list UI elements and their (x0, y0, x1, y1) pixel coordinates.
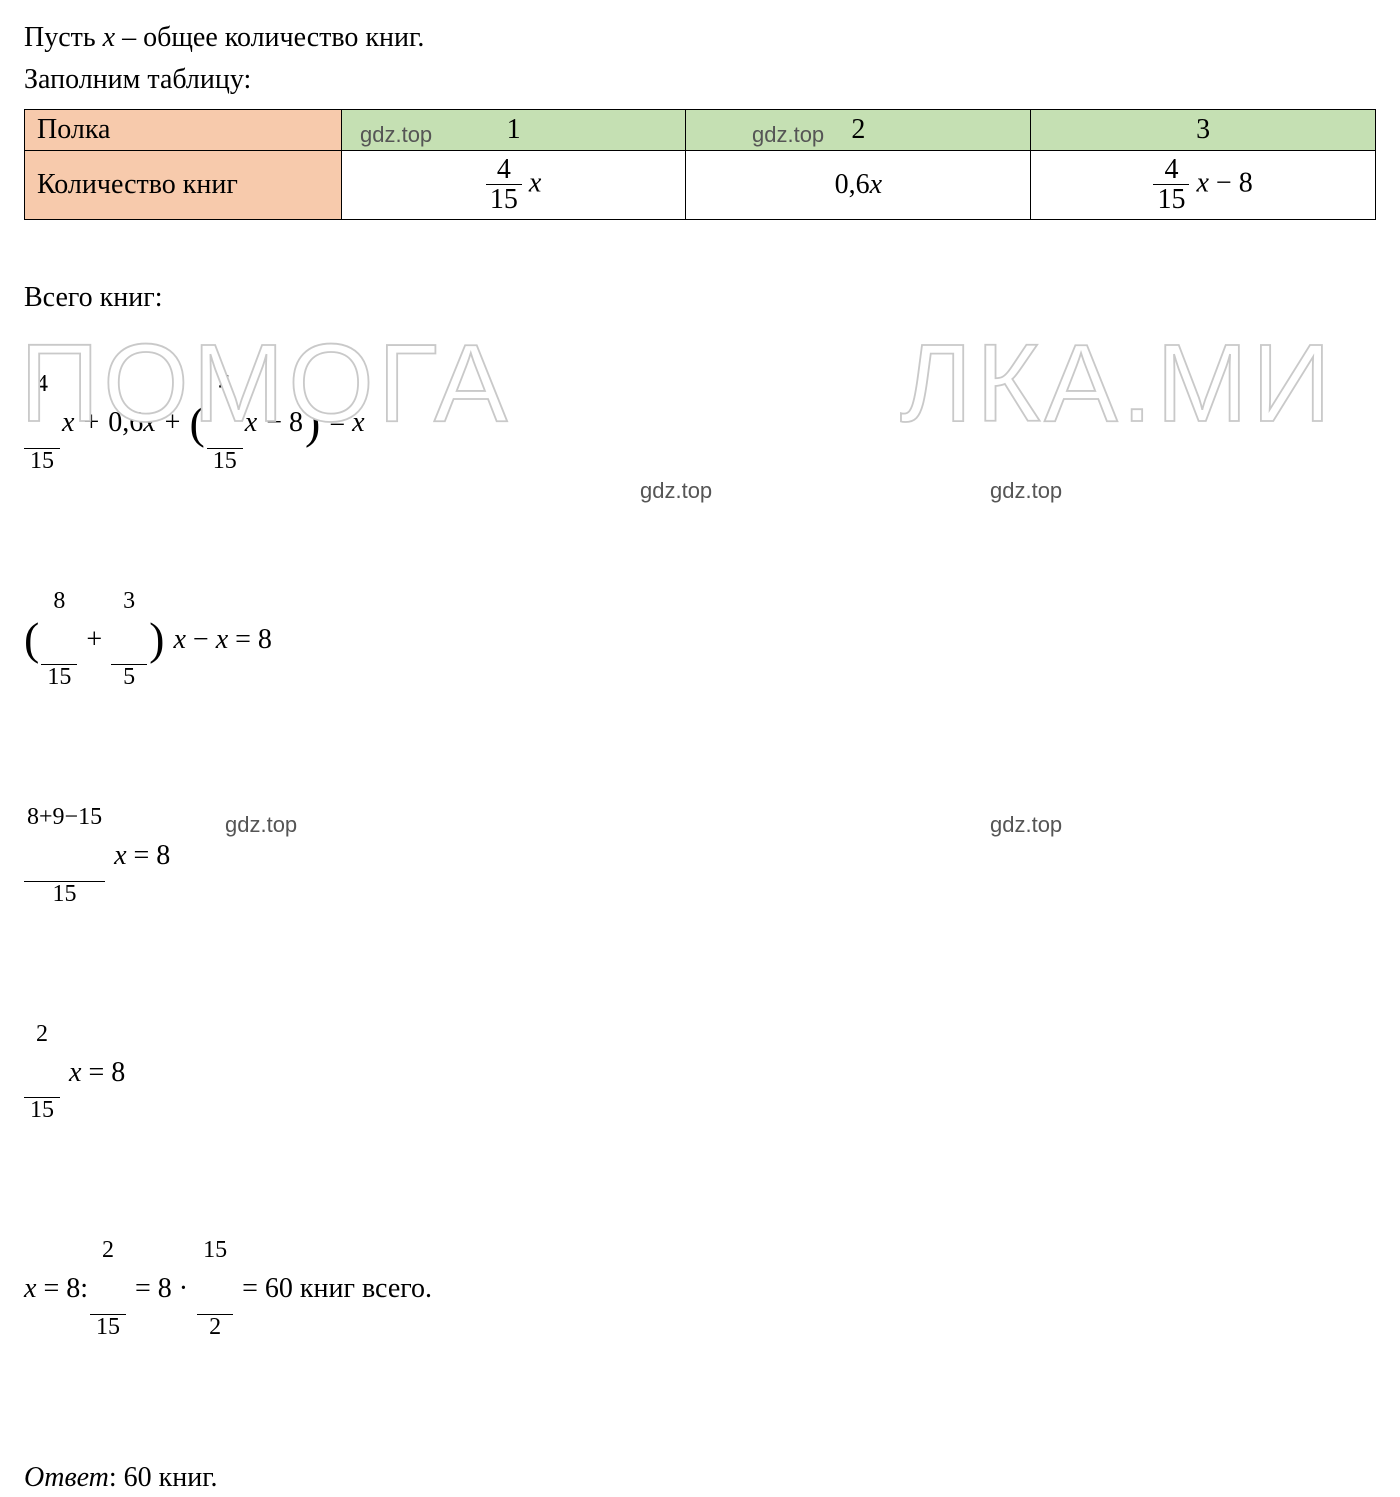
tail: x − x = 8 (166, 624, 271, 656)
equation-1: 4 15 x + 0,6x + ( 4 15 x − 8 ) = x (24, 322, 1376, 525)
frac-den: 15 (24, 448, 60, 474)
equation-4: 2 15 x = 8 (24, 971, 1376, 1174)
table-col-header-2: 2 (686, 109, 1031, 150)
frac-num: 2 (90, 1238, 126, 1263)
paren-close: ) (305, 405, 320, 442)
table-header-row: Полка 1 2 3 (25, 109, 1376, 150)
answer-line: Ответ: 60 книг. (24, 1460, 1376, 1496)
frac-den: 2 (197, 1314, 233, 1340)
table-col-header-3: 3 (1031, 109, 1376, 150)
intro-line-1: Пусть x – общее количество книг. (24, 20, 1376, 56)
frac-den: 15 (1153, 184, 1189, 214)
op-plus: + (158, 407, 188, 439)
var: x (245, 407, 257, 439)
tail: = 60 книг всего. (235, 1273, 432, 1305)
paren-close: ) (149, 621, 164, 658)
fraction: 2 15 (90, 1188, 126, 1391)
term: 0,6x (108, 407, 155, 439)
fraction: 8+9−15 15 (24, 755, 105, 958)
var: x (870, 169, 882, 200)
table-col-header-1: 1 (341, 109, 686, 150)
frac-num: 15 (197, 1238, 233, 1263)
frac-den: 15 (41, 664, 77, 690)
math-block: Всего книг: 4 15 x + 0,6x + ( 4 15 x − 8… (24, 280, 1376, 1391)
fraction: 8 15 (41, 538, 77, 741)
frac-num: 4 (24, 372, 60, 397)
frac-den: 15 (207, 448, 243, 474)
intro-var: x (103, 22, 115, 53)
intro-line-2: Заполним таблицу: (24, 62, 1376, 98)
frac-num: 2 (24, 1022, 60, 1047)
frac-den: 15 (486, 184, 522, 214)
lead: x = 8: (24, 1273, 88, 1305)
fraction: 2 15 (24, 971, 60, 1174)
frac-num: 4 (207, 372, 243, 397)
equation-2: ( 8 15 + 3 5 ) x − x = 8 (24, 538, 1376, 741)
table-cell-3: 4 15 x − 8 (1031, 150, 1376, 219)
frac-den: 5 (111, 664, 147, 690)
op-plus: + (79, 624, 109, 656)
fraction: 4 15 (486, 155, 522, 215)
table-row-header-1: Полка (25, 109, 342, 150)
intro-post: – общее количество книг. (115, 22, 424, 53)
var: x (529, 167, 541, 198)
answer-text: : 60 книг. (109, 1462, 218, 1493)
data-table: Полка 1 2 3 Количество книг 4 15 x 0,6x … (24, 109, 1376, 220)
tail: − 8 (1209, 167, 1253, 198)
var: x (62, 407, 74, 439)
table-cell-2: 0,6x (686, 150, 1031, 219)
op-plus: + (76, 407, 106, 439)
equation-5: x = 8: 2 15 = 8 · 15 2 = 60 книг всего. (24, 1188, 1376, 1391)
fraction: 4 15 (1153, 155, 1189, 215)
table-row-header-2: Количество книг (25, 150, 342, 219)
fraction: 4 15 (207, 322, 243, 525)
tail: x = 8 (62, 1057, 125, 1089)
mid: = 8 · (128, 1273, 195, 1305)
rhs: = x (322, 407, 364, 439)
tail: x = 8 (107, 840, 170, 872)
fraction: 4 15 (24, 322, 60, 525)
frac-den: 15 (24, 1097, 60, 1123)
answer-label: Ответ (24, 1462, 109, 1493)
var: x (1196, 167, 1208, 198)
equation-3: 8+9−15 15 x = 8 (24, 755, 1376, 958)
frac-den: 15 (90, 1314, 126, 1340)
frac-num: 8+9−15 (24, 805, 105, 830)
paren-open: ( (189, 405, 204, 442)
fraction: 3 5 (111, 538, 147, 741)
intro-pre: Пусть (24, 22, 103, 53)
frac-num: 4 (486, 155, 522, 184)
cell-val: 0,6x (835, 169, 882, 200)
frac-num: 3 (111, 589, 147, 614)
num-part: 0,6 (835, 169, 870, 200)
fraction: 15 2 (197, 1188, 233, 1391)
frac-num: 4 (1153, 155, 1189, 184)
table-data-row: Количество книг 4 15 x 0,6x 4 15 x − 8 (25, 150, 1376, 219)
frac-den: 15 (24, 881, 105, 907)
table-cell-1: 4 15 x (341, 150, 686, 219)
section-label: Всего книг: (24, 280, 1376, 316)
tail: − 8 (259, 407, 303, 439)
frac-num: 8 (41, 589, 77, 614)
paren-open: ( (24, 621, 39, 658)
